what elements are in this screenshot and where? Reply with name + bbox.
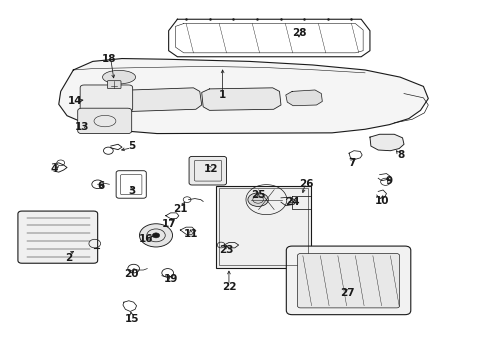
Text: 23: 23	[218, 245, 233, 255]
Text: 13: 13	[74, 122, 89, 132]
Polygon shape	[285, 90, 322, 106]
Text: 1: 1	[219, 90, 226, 100]
Ellipse shape	[139, 224, 172, 247]
FancyBboxPatch shape	[216, 186, 310, 267]
Text: 8: 8	[397, 150, 404, 160]
FancyBboxPatch shape	[80, 85, 132, 111]
Text: 5: 5	[128, 141, 135, 151]
Text: 21: 21	[173, 203, 187, 213]
Text: 16: 16	[139, 234, 153, 244]
Text: 17: 17	[162, 219, 176, 229]
FancyBboxPatch shape	[297, 253, 399, 308]
Text: 12: 12	[204, 164, 218, 174]
Text: 4: 4	[50, 164, 58, 174]
Text: 19: 19	[163, 274, 178, 284]
Text: 6: 6	[97, 181, 104, 191]
Text: 7: 7	[347, 158, 354, 168]
Polygon shape	[201, 88, 281, 111]
Text: 3: 3	[128, 186, 135, 197]
Text: 15: 15	[124, 314, 139, 324]
Text: 22: 22	[221, 282, 236, 292]
Polygon shape	[369, 134, 403, 151]
FancyBboxPatch shape	[286, 246, 410, 315]
Text: 27: 27	[340, 288, 354, 297]
FancyBboxPatch shape	[18, 211, 98, 263]
Text: 9: 9	[385, 176, 392, 186]
Polygon shape	[123, 88, 201, 111]
Text: 28: 28	[291, 28, 305, 38]
Text: 18: 18	[102, 54, 116, 64]
Polygon shape	[59, 59, 427, 134]
Text: 2: 2	[65, 253, 72, 263]
Text: 11: 11	[183, 229, 198, 239]
FancyBboxPatch shape	[107, 81, 121, 89]
Text: 24: 24	[284, 197, 299, 207]
FancyBboxPatch shape	[189, 157, 226, 185]
Text: 10: 10	[374, 197, 388, 206]
Text: 25: 25	[250, 190, 265, 200]
Text: 14: 14	[68, 96, 82, 107]
Ellipse shape	[152, 233, 159, 238]
Text: 20: 20	[124, 269, 139, 279]
Text: 26: 26	[299, 179, 313, 189]
Ellipse shape	[102, 70, 135, 84]
FancyBboxPatch shape	[78, 108, 131, 134]
Ellipse shape	[247, 193, 268, 206]
